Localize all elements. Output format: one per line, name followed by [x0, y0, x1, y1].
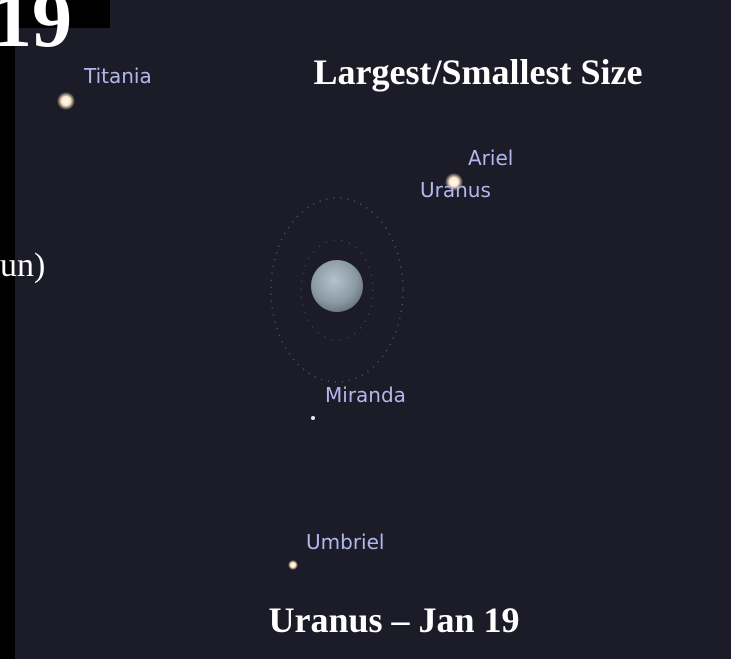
moon-label: Uranus: [420, 178, 491, 202]
left-strip: [0, 0, 15, 659]
moon-label: Titania: [83, 64, 152, 88]
moon-label: Miranda: [325, 383, 406, 407]
slide-caption: Uranus – Jan 19: [268, 600, 519, 640]
orbit: [270, 197, 404, 383]
slide-title: Largest/Smallest Size: [314, 52, 643, 92]
top-strip: [0, 0, 110, 28]
moon-label: Umbriel: [306, 530, 384, 554]
slide-fragment: 19: [0, 0, 72, 64]
moon-label: Ariel: [468, 146, 513, 170]
orbit: [300, 239, 374, 341]
planet-uranus: [311, 260, 363, 312]
moon-ariel: [445, 173, 463, 191]
slide-fragment: un): [0, 247, 45, 284]
moon-titania: [57, 92, 75, 110]
moon-miranda: [311, 416, 315, 420]
moon-umbriel: [288, 560, 298, 570]
